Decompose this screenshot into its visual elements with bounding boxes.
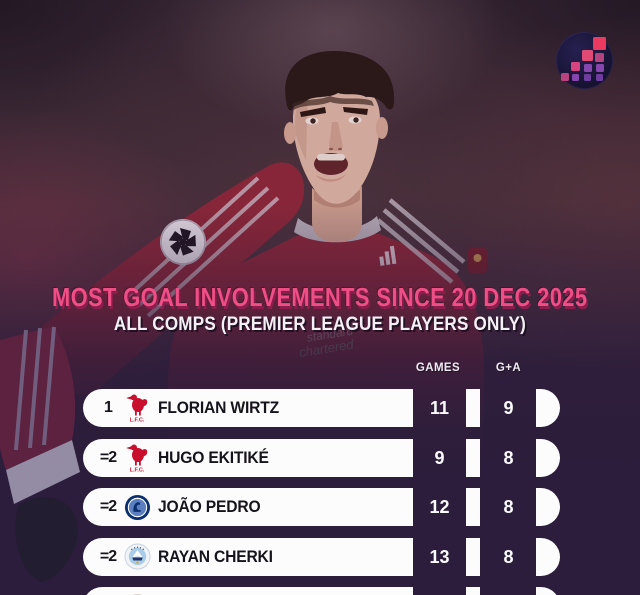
games-value: 12: [429, 497, 450, 517]
table-row: =2 RAYAN CHERKI 13: [0, 537, 640, 576]
table-row: =2 JOÃO PEDRO 12 8: [0, 488, 640, 526]
svg-text:L.F.C.: L.F.C.: [130, 418, 145, 424]
player-forearm: [0, 326, 80, 582]
rising-squares-icon: [561, 37, 606, 81]
table-row-cutoff: [0, 587, 640, 595]
games-value: [413, 587, 466, 595]
player-bar: [83, 587, 413, 595]
table-row: =2 L.F.C. HUGO EKITIKÉ 9 8: [0, 438, 640, 477]
row-end-cap: [536, 587, 560, 595]
row-end-cap: [536, 438, 560, 477]
rank-label: 1: [104, 399, 113, 416]
player-bar: =2 L.F.C. HUGO EKITIKÉ: [83, 438, 413, 477]
separator-block: [466, 389, 480, 427]
liverpool-badge-icon: L.F.C.: [123, 391, 151, 425]
rank-label: =2: [99, 448, 117, 466]
row-end-cap: [536, 488, 560, 526]
games-value: 9: [434, 447, 445, 468]
row-end-cap: [536, 389, 560, 427]
ga-value: 8: [503, 497, 514, 517]
ga-value: [481, 587, 536, 595]
player-name: HUGO EKITIKÉ: [158, 447, 269, 467]
player-name: FLORIAN WIRTZ: [158, 398, 279, 417]
man-city-badge-icon: [123, 540, 151, 574]
player-name: JOÃO PEDRO: [158, 497, 261, 516]
player-bar: =2 RAYAN CHERKI: [83, 537, 413, 576]
player-bar: =2 JOÃO PEDRO: [83, 488, 413, 526]
games-value: 13: [429, 546, 450, 567]
page-title: MOST GOAL INVOLVEMENTS SINCE 20 DEC 2025: [52, 282, 588, 312]
player-name: RAYAN CHERKI: [158, 546, 273, 566]
column-header-ga: G+A: [495, 362, 522, 374]
table-row: 1 L.F.C. FLORIAN WIRTZ 11 9: [0, 389, 640, 427]
rank-label: =2: [99, 547, 117, 565]
separator-block: [466, 438, 480, 477]
liverpool-badge-icon: L.F.C.: [123, 441, 151, 475]
column-header-games: GAMES: [415, 362, 461, 374]
games-value: 11: [429, 398, 450, 418]
brand-logo: [556, 32, 613, 89]
svg-text:L.F.C.: L.F.C.: [130, 467, 145, 473]
ga-value: 8: [503, 447, 514, 468]
chelsea-badge-icon: [123, 490, 151, 524]
row-end-cap: [536, 537, 560, 576]
ga-value: 8: [503, 546, 514, 567]
separator-block: [466, 587, 480, 595]
rank-label: =2: [99, 498, 117, 515]
separator-block: [466, 488, 480, 526]
ga-value: 9: [503, 398, 514, 418]
player-bar: 1 L.F.C. FLORIAN WIRTZ: [83, 389, 413, 427]
separator-block: [466, 537, 480, 576]
club-badge-icon: [123, 589, 151, 595]
page-subtitle: ALL COMPS (PREMIER LEAGUE PLAYERS ONLY): [113, 314, 527, 335]
